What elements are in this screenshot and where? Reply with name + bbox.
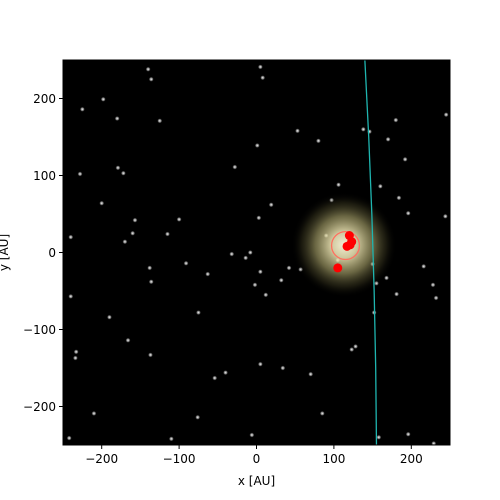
background-star: [147, 352, 154, 358]
background-star: [256, 215, 262, 221]
background-star: [352, 343, 359, 350]
y-axis-label: y [AU]: [0, 234, 11, 271]
background-star: [366, 129, 373, 135]
background-star: [168, 436, 174, 442]
background-stars: [66, 64, 449, 445]
background-star: [431, 440, 437, 445]
background-star: [183, 260, 189, 266]
trajectory-line: [364, 60, 378, 445]
x-tick-label: −200: [85, 452, 118, 466]
plot-area: [66, 60, 449, 445]
x-tick-label: −100: [163, 452, 196, 466]
background-star: [130, 230, 136, 236]
background-star: [243, 255, 249, 261]
background-star: [257, 269, 263, 275]
background-star: [212, 375, 218, 381]
background-star: [91, 410, 97, 417]
background-star: [393, 291, 400, 297]
background-star: [349, 346, 355, 353]
background-star: [145, 66, 151, 72]
background-star: [405, 210, 411, 216]
y-tick-label: 0: [48, 246, 56, 260]
background-star: [335, 182, 342, 188]
background-star: [79, 106, 85, 112]
background-star: [115, 165, 121, 171]
background-star: [72, 355, 78, 361]
background-star: [286, 265, 292, 271]
background-star: [77, 171, 83, 177]
y-tick-label: 200: [33, 92, 56, 106]
background-star: [195, 414, 201, 420]
background-star: [176, 216, 182, 222]
background-star: [376, 434, 382, 440]
background-star: [319, 410, 325, 417]
background-star: [120, 170, 126, 176]
background-star: [360, 126, 366, 132]
x-tick-label: 200: [400, 452, 423, 466]
background-star: [232, 164, 238, 170]
background-star: [229, 251, 235, 257]
background-star: [315, 138, 322, 144]
background-star: [132, 217, 138, 223]
background-star: [147, 265, 153, 271]
background-star: [164, 231, 171, 237]
background-star: [393, 117, 399, 123]
y-tick-label: −100: [23, 323, 56, 337]
background-star: [268, 202, 274, 208]
background-star: [100, 96, 106, 102]
background-star: [195, 309, 202, 316]
background-star: [205, 271, 211, 277]
x-axis-ticks: −200 −100 0 100 200: [85, 445, 423, 466]
x-tick-label: 100: [322, 452, 345, 466]
background-star: [249, 432, 255, 438]
y-tick-label: −200: [23, 400, 56, 414]
background-star: [73, 349, 79, 355]
background-star: [99, 200, 105, 206]
background-star: [148, 279, 154, 285]
background-star: [260, 75, 266, 81]
background-star: [385, 136, 391, 142]
background-star: [430, 282, 436, 288]
background-star: [68, 234, 74, 240]
background-star: [405, 431, 411, 437]
background-star: [252, 282, 258, 288]
background-star: [421, 263, 427, 269]
y-axis-ticks: −200 −100 0 100 200: [23, 92, 63, 414]
body-point: [347, 237, 357, 247]
background-star: [254, 142, 260, 149]
background-star: [280, 365, 286, 371]
body-point: [333, 263, 343, 273]
background-star: [68, 293, 74, 299]
x-axis-label: x [AU]: [238, 474, 275, 488]
background-star: [257, 361, 263, 367]
background-star: [263, 292, 269, 298]
background-star: [106, 314, 113, 320]
background-star: [294, 128, 301, 134]
orbit-circle: [330, 230, 361, 261]
background-star: [442, 213, 448, 219]
background-star: [114, 115, 120, 122]
background-star: [122, 239, 128, 245]
background-star: [308, 371, 314, 377]
background-star: [433, 295, 439, 301]
background-star: [125, 337, 131, 343]
background-star: [278, 277, 284, 283]
y-tick-label: 100: [33, 169, 56, 183]
background-star: [148, 76, 154, 82]
background-star: [377, 183, 383, 189]
background-star: [247, 249, 253, 256]
background-star: [396, 195, 402, 201]
background-star: [402, 156, 408, 162]
background-star: [157, 118, 163, 124]
background-star: [443, 112, 449, 118]
background-star: [66, 435, 72, 441]
background-star: [257, 64, 263, 70]
x-tick-label: 0: [253, 452, 261, 466]
background-star: [222, 370, 229, 376]
body-points: [333, 231, 357, 273]
